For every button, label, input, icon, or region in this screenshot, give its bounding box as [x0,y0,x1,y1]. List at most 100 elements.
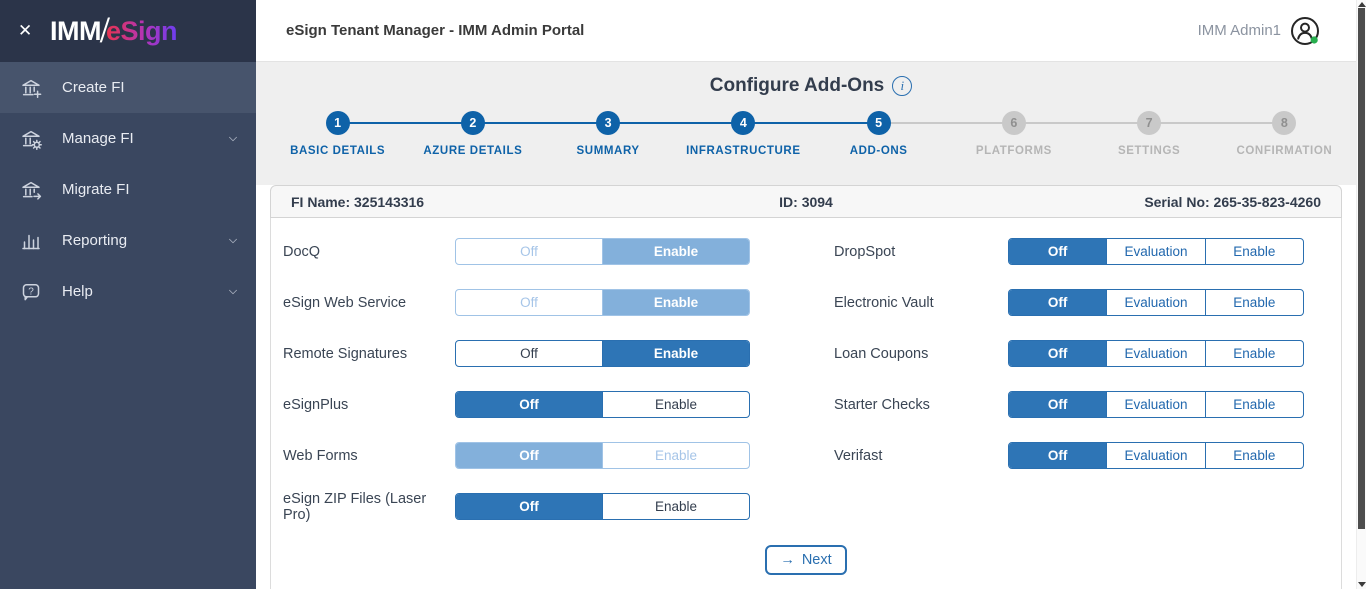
main-area: eSign Tenant Manager - IMM Admin Portal … [256,0,1366,589]
off-button[interactable]: Off [1009,443,1107,468]
verifast-toggle: Off Evaluation Enable [1008,442,1304,469]
step-circle[interactable]: 4 [731,111,756,135]
off-button[interactable]: Off [1009,290,1107,315]
evaluation-button[interactable]: Evaluation [1106,239,1204,264]
scroll-up-arrow[interactable] [1358,2,1366,7]
step-label: CONFIRMATION [1236,145,1333,157]
step-label: ADD-ONS [849,145,908,157]
sidebar-item-manage-fi[interactable]: Manage FI [0,113,256,164]
scroll-down-arrow[interactable] [1358,582,1366,587]
enable-button[interactable]: Enable [1204,392,1303,417]
wizard-stepper: 1 BASIC DETAILS 2 AZURE DETAILS 3 SUMMARY 4… [270,111,1352,157]
web-forms-toggle: Off Enable [455,442,750,469]
enable-button[interactable]: Enable [602,392,749,417]
esignplus-toggle: Off Enable [455,391,750,418]
evaluation-button[interactable]: Evaluation [1106,341,1204,366]
next-button[interactable]: → Next [765,545,847,575]
account-menu[interactable]: IMM Admin1 [1198,16,1320,46]
step-circle[interactable]: 8 [1272,111,1297,135]
off-button[interactable]: Off [1009,341,1107,366]
addons-card: FI Name: 325143316 ID: 3094 Serial No: 2… [270,185,1342,589]
step-label: SUMMARY [576,145,640,157]
enable-button[interactable]: Enable [1204,443,1303,468]
evaluation-button[interactable]: Evaluation [1106,443,1204,468]
online-status-dot [1310,35,1318,44]
step-confirmation[interactable]: 8 CONFIRMATION [1217,111,1352,157]
remote-signatures-toggle: Off Enable [455,340,750,367]
vertical-scrollbar[interactable] [1356,0,1366,589]
imm-esign-logo: IMM/eSign [50,12,178,50]
step-label: AZURE DETAILS [423,145,523,157]
addon-label: eSignPlus [283,396,349,413]
addon-label: Electronic Vault [834,294,934,311]
fi-info-bar: FI Name: 325143316 ID: 3094 Serial No: 2… [270,185,1342,218]
off-button[interactable]: Off [456,494,602,519]
enable-button[interactable]: Enable [1204,239,1303,264]
arrow-right-icon: → [780,552,795,568]
chevron-down-icon [226,132,240,146]
addon-row-esign-web-service: eSign Web Service Off Enable [283,277,806,328]
step-platforms[interactable]: 6 PLATFORMS [946,111,1081,157]
sidebar-item-label: Help [62,283,93,300]
off-button: Off [520,295,538,310]
enable-button[interactable]: Enable [602,341,749,366]
sidebar: ✕ IMM/eSign Create FI Manage FI [0,0,256,589]
sidebar-item-reporting[interactable]: Reporting [0,215,256,266]
enable-button: Enable [602,290,749,315]
bar-chart-icon [18,229,44,253]
off-button[interactable]: Off [1009,392,1107,417]
step-summary[interactable]: 3 SUMMARY [541,111,676,157]
step-circle[interactable]: 3 [596,111,621,135]
avatar-icon[interactable] [1290,16,1320,46]
off-button[interactable]: Off [456,392,602,417]
bank-arrow-icon [18,178,44,202]
enable-button[interactable]: Enable [602,494,749,519]
addon-label: Verifast [834,447,883,464]
addons-column-left: DocQ Off Enable eSign Web Service Off En… [271,226,847,589]
step-circle[interactable]: 1 [325,111,350,135]
fi-serial: Serial No: 265-35-823-4260 [1144,193,1321,210]
off-button[interactable]: Off [1009,239,1107,264]
off-button[interactable]: Off [520,346,538,361]
step-settings[interactable]: 7 SETTINGS [1082,111,1217,157]
step-infrastructure[interactable]: 4 INFRASTRUCTURE [676,111,811,157]
addon-label: Remote Signatures [283,345,408,362]
sidebar-item-label: Migrate FI [62,181,130,198]
app-title: eSign Tenant Manager - IMM Admin Portal [286,22,585,39]
evaluation-button[interactable]: Evaluation [1106,392,1204,417]
step-add-ons[interactable]: 5 ADD-ONS [811,111,946,157]
step-circle[interactable]: 7 [1137,111,1162,135]
info-icon[interactable]: i [892,76,913,96]
esign-web-service-toggle: Off Enable [455,289,750,316]
enable-button[interactable]: Enable [1204,341,1303,366]
sidebar-menu: Create FI Manage FI Migrate FI [0,62,256,317]
step-circle[interactable]: 5 [866,111,891,135]
addon-row-verifast: Verifast Off Evaluation Enable [834,430,1341,481]
addon-label: DocQ [283,243,321,260]
addon-label: Starter Checks [834,396,930,413]
step-circle[interactable]: 2 [460,111,485,135]
step-circle[interactable]: 6 [1001,111,1026,135]
step-basic-details[interactable]: 1 BASIC DETAILS [270,111,405,157]
sidebar-item-migrate-fi[interactable]: Migrate FI [0,164,256,215]
dropspot-toggle: Off Evaluation Enable [1008,238,1304,265]
close-sidebar-icon[interactable]: ✕ [18,21,33,40]
addon-label: eSign ZIP Files (Laser Pro) [283,490,427,523]
sidebar-item-create-fi[interactable]: Create FI [0,62,256,113]
scrollbar-thumb[interactable] [1358,8,1365,529]
evaluation-button[interactable]: Evaluation [1106,290,1204,315]
fi-name: FI Name: 325143316 [291,193,425,210]
sidebar-logo-bar: ✕ IMM/eSign [0,0,256,62]
step-azure-details[interactable]: 2 AZURE DETAILS [405,111,540,157]
page-title: Configure Add-Ons [709,75,885,96]
next-row: → Next [283,545,1329,575]
docq-toggle: Off Enable [455,238,750,265]
step-label: INFRASTRUCTURE [686,145,801,157]
loan-coupons-toggle: Off Evaluation Enable [1008,340,1304,367]
electronic-vault-toggle: Off Evaluation Enable [1008,289,1304,316]
sidebar-item-label: Reporting [62,232,128,249]
enable-button[interactable]: Enable [1204,290,1303,315]
addon-label: Web Forms [283,447,358,464]
sidebar-item-help[interactable]: ? Help [0,266,256,317]
logo-imm: IMM [50,15,101,46]
